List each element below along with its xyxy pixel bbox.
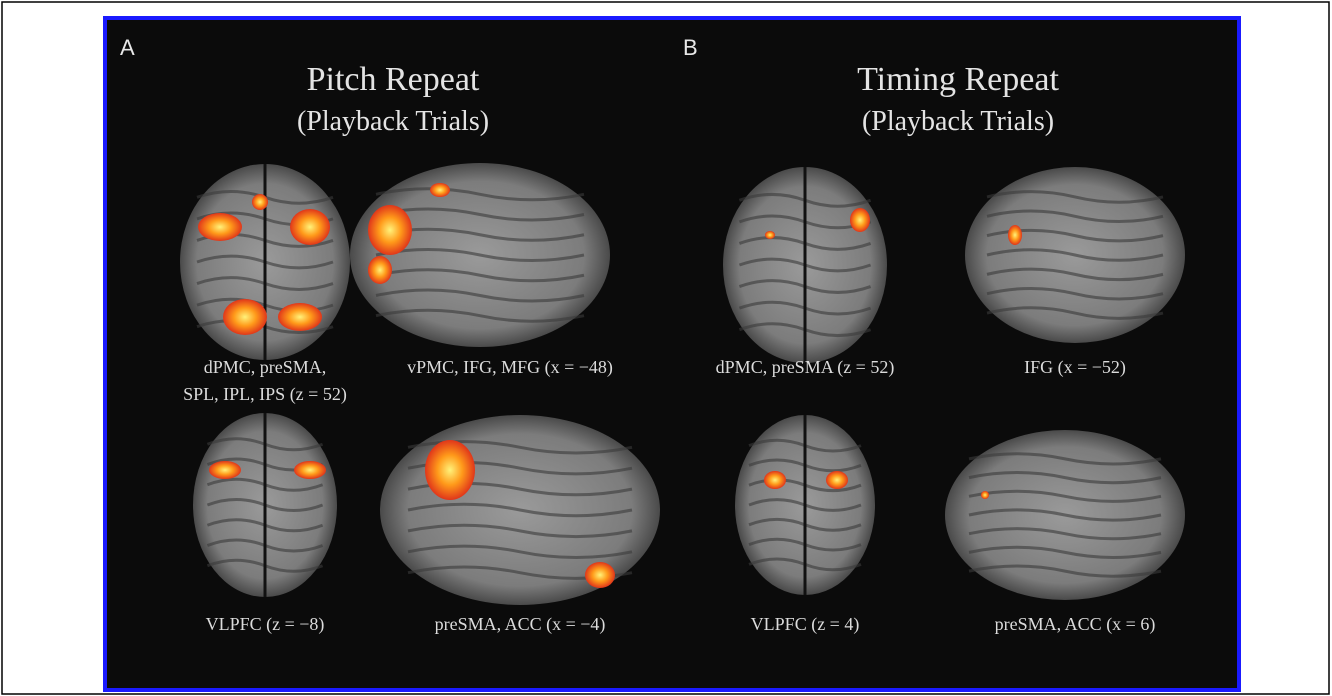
activation xyxy=(252,194,268,210)
activation xyxy=(1008,225,1022,245)
image-caption: SPL, IPL, IPS (z = 52) xyxy=(183,384,347,405)
panel-subtitle: (Playback Trials) xyxy=(862,106,1054,137)
activation xyxy=(585,562,615,588)
image-caption: preSMA, ACC (x = 6) xyxy=(995,614,1156,635)
panel-title: Pitch Repeat xyxy=(307,61,480,98)
activation xyxy=(368,205,412,255)
panel-title: Timing Repeat xyxy=(857,61,1059,98)
activation xyxy=(764,471,786,489)
activation xyxy=(765,231,775,239)
activation xyxy=(223,299,267,335)
activation xyxy=(425,440,475,500)
panel-label: A xyxy=(120,35,135,60)
panel-label: B xyxy=(683,35,698,60)
image-caption: IFG (x = −52) xyxy=(1024,357,1126,378)
panel-subtitle: (Playback Trials) xyxy=(297,106,489,137)
image-caption: VLPFC (z = −8) xyxy=(206,614,325,635)
activation xyxy=(850,208,870,232)
activation xyxy=(826,471,848,489)
image-caption: preSMA, ACC (x = −4) xyxy=(435,614,606,635)
activation xyxy=(290,209,330,245)
figure: A Pitch Repeat (Playback Trials) dPMC, preS… xyxy=(0,0,1332,696)
activation xyxy=(198,213,242,241)
activation xyxy=(981,491,989,499)
activation xyxy=(430,183,450,197)
activation xyxy=(294,461,326,479)
image-caption: dPMC, preSMA, xyxy=(204,357,327,377)
activation xyxy=(209,461,241,479)
activation xyxy=(278,303,322,331)
image-caption: vPMC, IFG, MFG (x = −48) xyxy=(407,357,613,378)
image-caption: VLPFC (z = 4) xyxy=(751,614,860,635)
activation xyxy=(368,256,392,284)
image-caption: dPMC, preSMA (z = 52) xyxy=(716,357,895,378)
